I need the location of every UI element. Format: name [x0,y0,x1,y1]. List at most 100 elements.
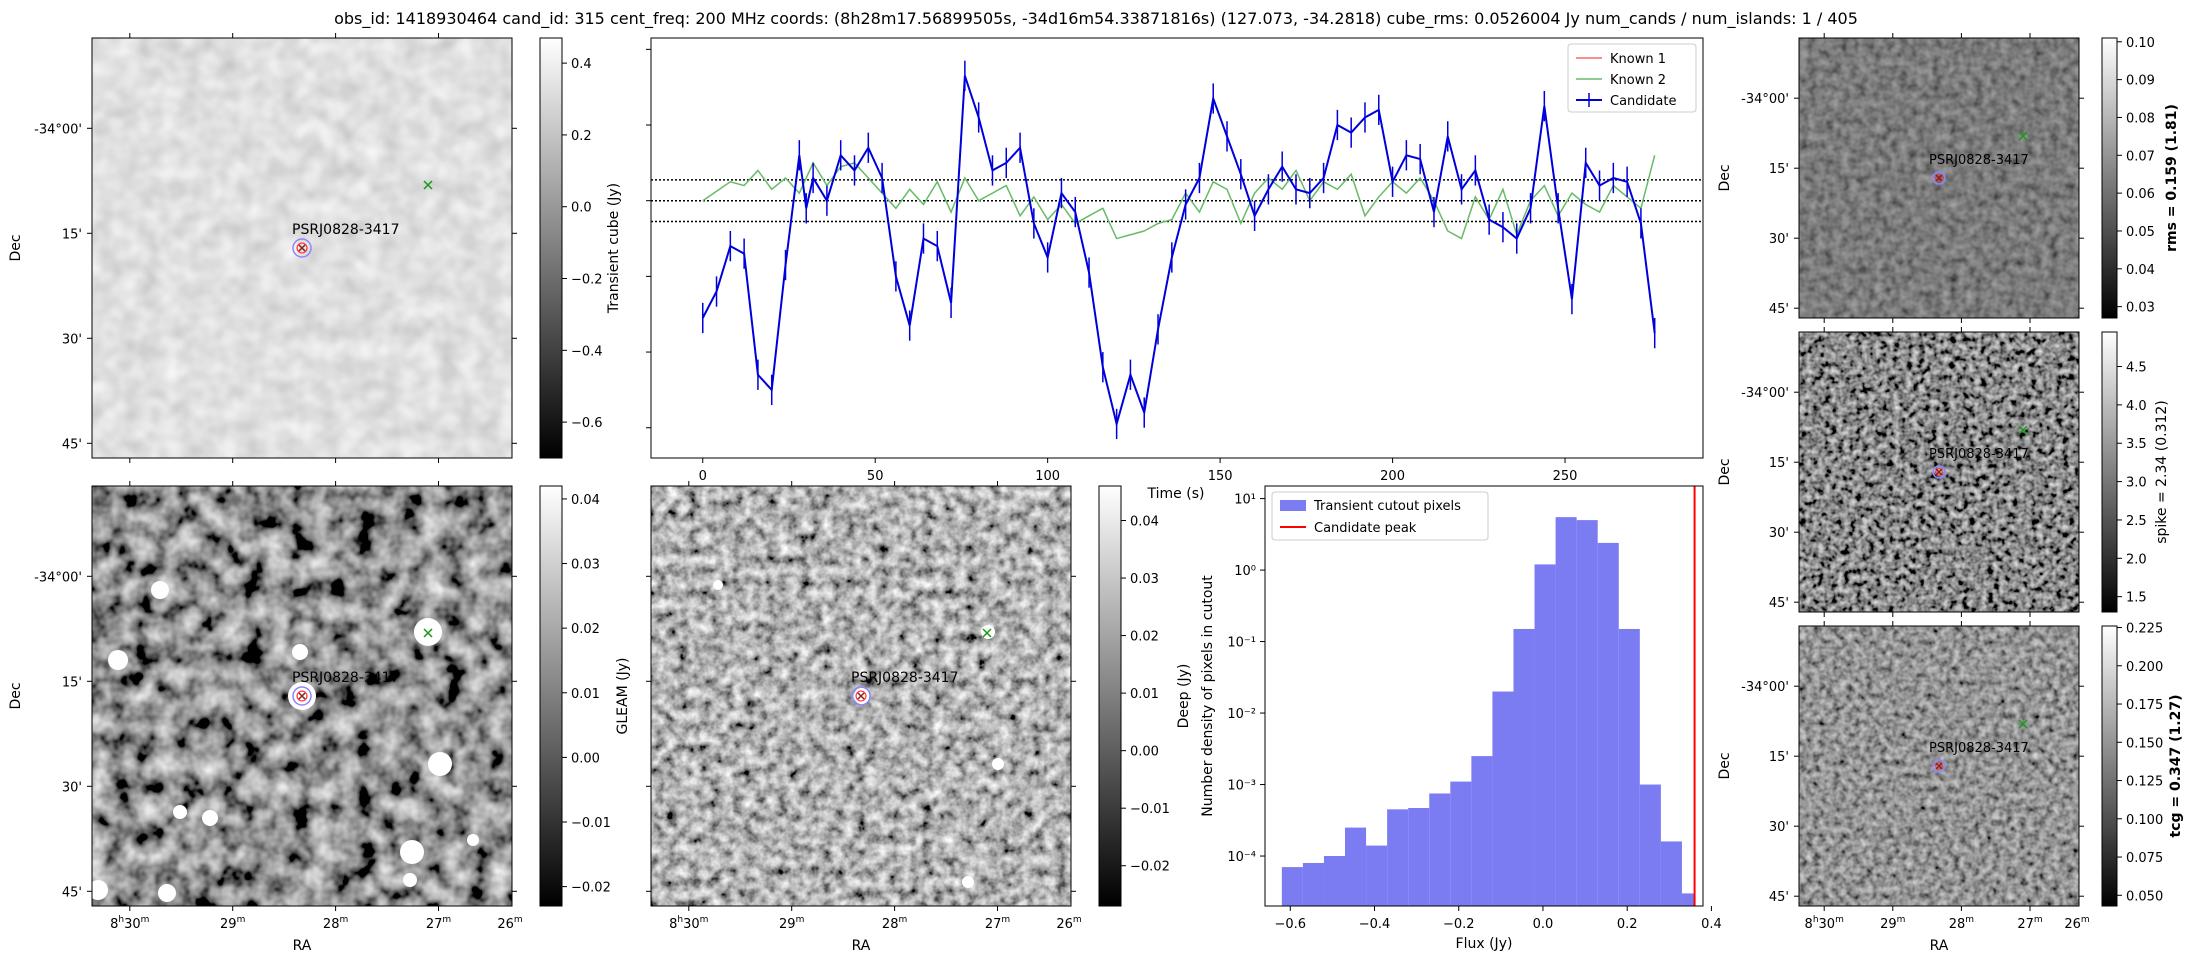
legend-entry: Transient cutout pixels [1313,499,1461,514]
histogram-bar [1660,841,1682,906]
ra-hours: 8 [110,917,118,932]
colorbar-tick-label: 0.01 [571,687,600,702]
histogram-y-tick-label: 10⁻² [1227,707,1256,722]
histogram-bar [1302,862,1324,906]
ra-minutes: 26 [2064,917,2081,932]
colorbar-tick-label: 0.09 [2126,74,2155,89]
colorbar-gradient [539,485,563,907]
histogram-bar [1513,628,1535,906]
ra-minutes: 28 [1949,917,1966,932]
candidate-cross-marker [857,692,865,700]
gleam-image [88,486,512,906]
colorbar-label: Transient cube (Jy) [606,183,622,314]
dec-tick-label: 15' [62,227,82,242]
colorbar-gradient [2101,37,2118,319]
colorbar-tick-label: −0.02 [1130,860,1170,875]
dec-axis-label: Dec [1717,752,1733,779]
known-source-marker [2018,425,2028,435]
colorbar-tick-label: 0.03 [1130,572,1159,587]
ra-minutes: 26 [1056,917,1073,932]
known-source-marker [982,628,992,638]
ra-minutes: 27 [426,917,443,932]
dec-axis-label: Dec [8,234,24,261]
histogram-bar [1681,893,1695,906]
colorbar-tick-label: 0.10 [2126,36,2155,51]
ra-minutes: 28 [323,917,340,932]
histogram-bar [1345,827,1367,906]
panel-frame [1798,331,2080,613]
legend-swatch-bars [1280,500,1306,511]
histogram-x-label: Flux (Jy) [1456,936,1513,952]
candidate-cross-marker [1935,762,1943,770]
ra-axis-label: RA [293,938,312,954]
dec-tick-label: 15' [1769,750,1789,765]
histogram-bar [1534,564,1556,906]
colorbar-tick-label: 0.04 [2126,263,2155,278]
colorbar-tick-label: 0.4 [571,57,592,72]
transient-panel-overlay: PSRJ0828-3417 -34°00' 15' 30' 45' Dec [8,33,517,463]
dec-axis-label: Dec [1717,458,1733,485]
colorbar-tick-label: 0.050 [2126,889,2163,904]
ra-tick-label: 28m [323,915,348,932]
lightcurve-x-tick-label: 50 [867,469,884,484]
histogram-bar [1471,756,1493,906]
histogram-y-tick-label: 10⁻¹ [1227,636,1256,651]
dec-tick-label: 15' [1769,162,1789,177]
candidate-line [701,75,1656,428]
candidate-peak-marker [855,690,867,702]
candidate-cross-marker [298,692,306,700]
colorbar-tick-label: 0.06 [2126,187,2155,202]
colorbar-tick-label: 0.00 [571,751,600,766]
candidate-peak-marker [1935,762,1943,770]
ra-minutes-sup: m [1001,915,1010,925]
colorbar-tick-label: −0.2 [571,273,603,288]
legend-entry: Candidate [1610,94,1676,109]
colorbar-label: spike = 2.34 (0.312) [2154,400,2170,544]
colorbar-tick-label: 0.02 [1130,630,1159,645]
known-source-marker [423,180,433,190]
ra-hours: 8 [669,917,677,932]
candidate-peak-marker [1935,468,1943,476]
lightcurve-frame [650,37,1704,459]
lightcurve-x-tick-label: 150 [1208,469,1233,484]
histogram-bar [1492,691,1514,906]
colorbar-tick-label: 2.0 [2126,552,2147,567]
colorbar-tick-label: −0.01 [1130,802,1170,817]
colorbar-tick-label: 3.0 [2126,476,2147,491]
candidate-circle-marker [292,238,312,258]
ra-minutes-sup: m [1897,915,1906,925]
spike-colorbar: 4.5 4.0 3.5 3.0 2.5 2.0 1.5 spike = 2.34 (0.312… [2101,331,2170,613]
dec-tick-label: 30' [1769,232,1789,247]
candidate-cross-marker [298,244,306,252]
deep-colorbar: 0.04 0.03 0.02 0.01 0.00 −0.01 −0.02 Deep (Jy) [1098,485,1192,907]
colorbar-tick-label: 0.04 [571,493,600,508]
dec-tick-label: -34°00' [34,122,82,137]
colorbar-tick-label: 4.5 [2126,361,2147,376]
colorbar-tick-label: 2.5 [2126,514,2147,529]
histogram-y-tick-label: 10⁻⁴ [1227,850,1256,865]
candidate-circle-marker [292,686,312,706]
ra-tick-label: 28m [1949,915,1974,932]
colorbar-tick-label: 0.02 [571,622,600,637]
histogram-bar [1576,520,1598,906]
colorbar-tick-label: 0.100 [2126,813,2163,828]
candidate-cross-marker [1935,468,1943,476]
histogram-frame [1264,485,1704,907]
colorbar-tick-label: 3.5 [2126,437,2147,452]
colorbar-label: rms = 0.159 (1.81) [2164,104,2180,252]
ra-minutes: 30 [124,917,141,932]
ra-tick-label: 28m [882,915,907,932]
ra-minutes: 29 [220,917,237,932]
ra-minutes-sup: m [1073,915,1082,925]
candidate-peak-marker [296,690,308,702]
ra-axis-label: RA [1930,938,1949,954]
ra-tick-label: 26m [2064,915,2089,932]
colorbar-tick-label: −0.4 [571,344,603,359]
known-source-marker [2018,131,2028,141]
dec-tick-label: 45' [62,437,82,452]
ra-minutes-sup: m [700,915,709,925]
dec-tick-label: 30' [1769,526,1789,541]
candidate-circle-marker [1932,759,1946,773]
histogram-x-tick-label: −0.2 [1443,917,1475,932]
